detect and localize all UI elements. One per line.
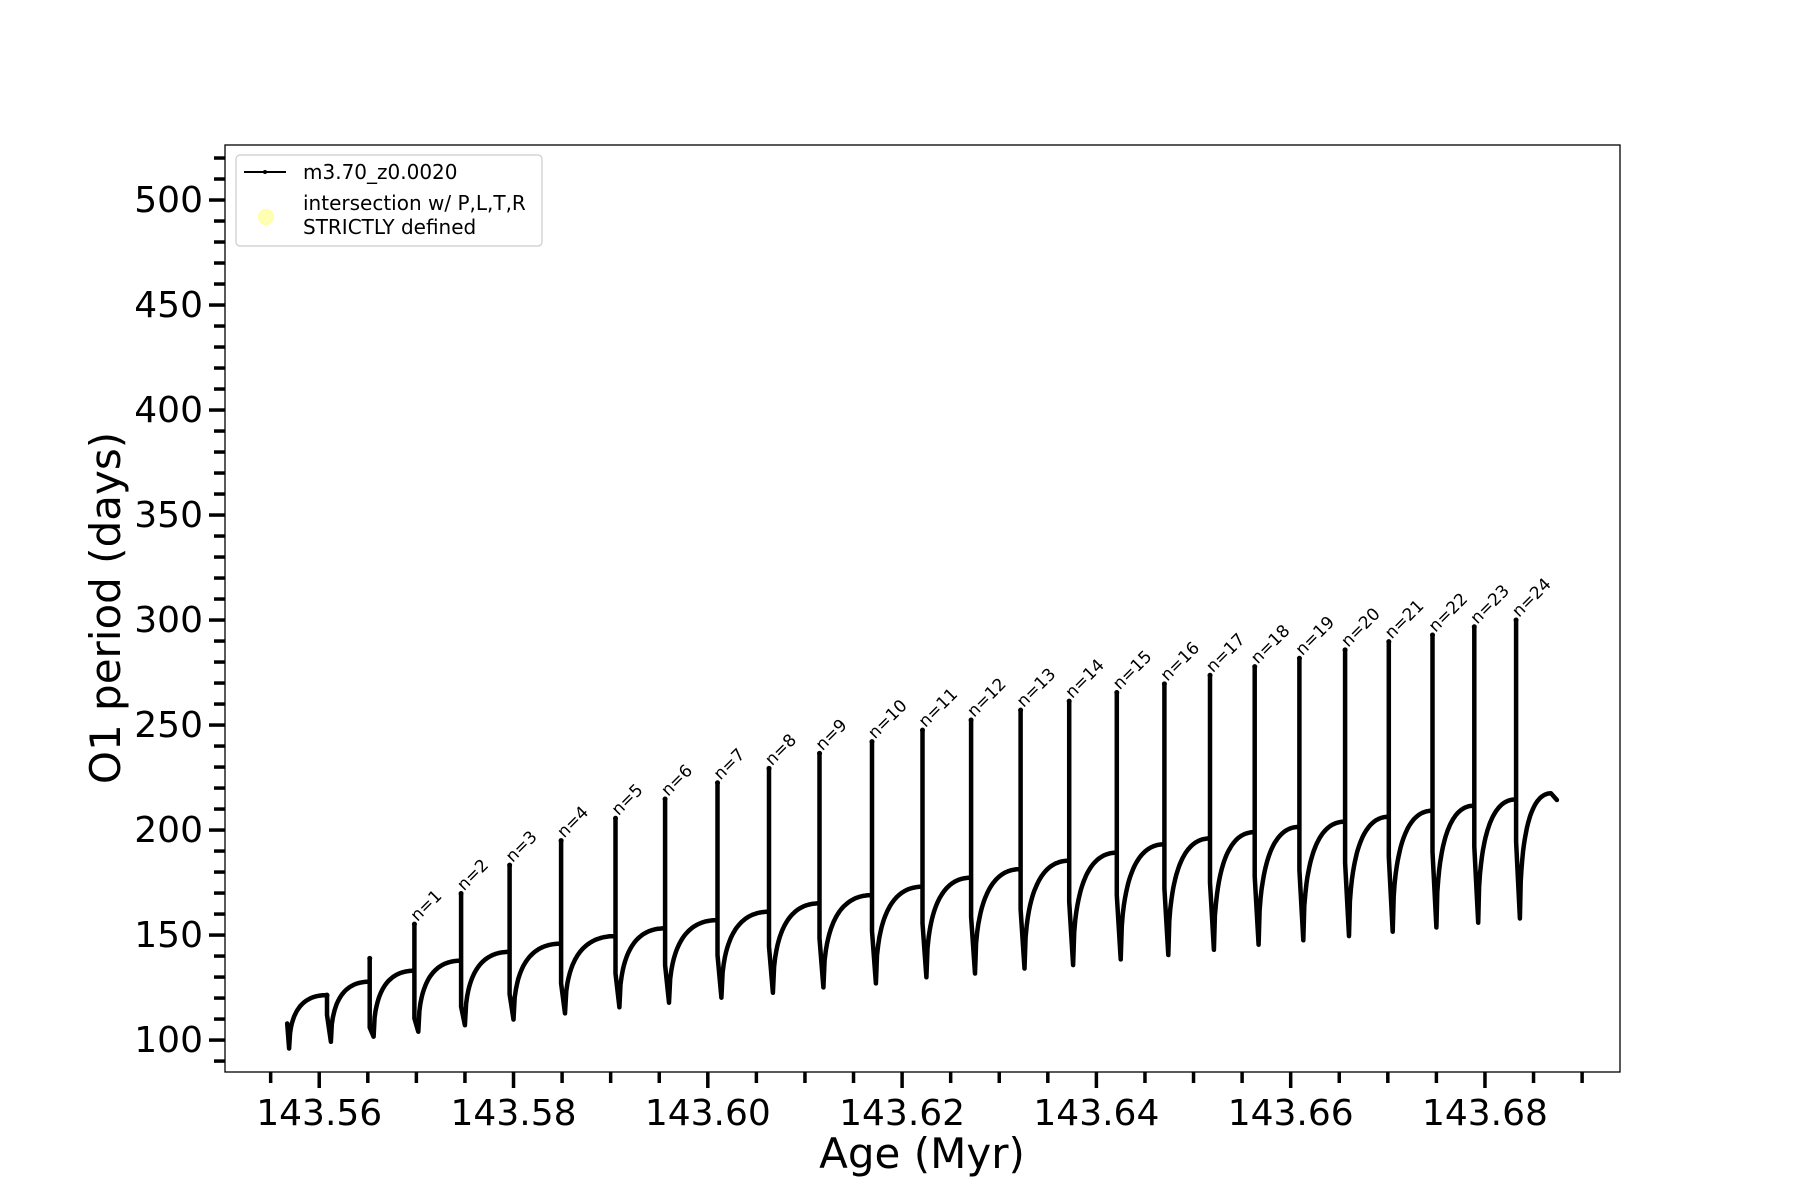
x-tick-label: 143.66 — [1228, 1093, 1354, 1134]
y-tick-label: 500 — [134, 180, 203, 221]
legend-label-intersection-line2: STRICTLY defined — [303, 215, 476, 239]
y-axis-label: O1 period (days) — [81, 432, 130, 784]
x-axis-ticks: 143.56 143.58 143.60 143.62 143.64 143.66 143.… — [256, 1072, 1584, 1134]
pulse-peak-point — [1161, 681, 1167, 687]
y-tick-label: 100 — [134, 1020, 203, 1061]
pulse-peak-point — [1207, 672, 1213, 678]
plot-frame — [224, 144, 1621, 1073]
pulse-peak-point — [558, 838, 564, 844]
pulse-peak-point — [1471, 624, 1477, 630]
pulse-peak-point — [1342, 647, 1348, 653]
pulse-peak-point — [1296, 655, 1302, 661]
pulse-peak-point — [968, 717, 974, 723]
y-tick-label: 400 — [134, 390, 203, 431]
x-tick-label: 143.68 — [1422, 1093, 1548, 1134]
legend-label-model: m3.70_z0.0020 — [303, 160, 458, 184]
y-tick-label: 300 — [134, 600, 203, 641]
pulse-peak-point — [1513, 617, 1519, 623]
pulse-peak-point — [766, 765, 772, 771]
pulse-peak-point — [1114, 690, 1120, 696]
legend: m3.70_z0.0020 intersection w/ P,L,T,R ST… — [235, 154, 543, 247]
x-tick-label: 143.62 — [839, 1093, 965, 1134]
pulse-peak-point — [324, 992, 330, 998]
pulse-peak-point — [458, 890, 464, 896]
pulse-peak-point — [411, 921, 417, 927]
legend-circle-marker — [258, 209, 274, 225]
pulse-peak-point — [507, 862, 513, 868]
pulse-peak-point — [367, 955, 373, 961]
pulse-peak-point — [920, 727, 925, 733]
x-tick-label: 143.58 — [451, 1093, 577, 1134]
pulse-peak-point — [817, 750, 823, 756]
pulse-peak-point — [1430, 632, 1436, 638]
pulse-peak-point — [662, 796, 668, 802]
pulse-peak-point — [1386, 639, 1392, 645]
series-line-0 — [284, 617, 1560, 1051]
y-tick-label: 450 — [134, 285, 203, 326]
x-tick-label: 143.64 — [1033, 1093, 1159, 1134]
pulse-peak-point — [613, 815, 619, 821]
legend-box — [235, 154, 543, 247]
y-tick-label: 250 — [134, 705, 203, 746]
y-tick-label: 200 — [134, 810, 203, 851]
legend-label-intersection-line1: intersection w/ P,L,T,R — [303, 191, 526, 215]
pulse-peak-point — [1018, 707, 1024, 713]
data-layer — [284, 617, 1560, 1051]
pulse-peak-point — [1066, 698, 1072, 704]
pulse-peak-point — [869, 739, 875, 745]
pulse-peak-point — [715, 780, 721, 786]
pulse-peak-point — [1252, 664, 1258, 670]
x-tick-label: 143.60 — [645, 1093, 771, 1134]
x-tick-label: 143.56 — [256, 1093, 382, 1134]
x-axis-label: Age (Myr) — [819, 1129, 1025, 1178]
legend-dot-marker — [263, 170, 267, 174]
y-tick-label: 350 — [134, 495, 203, 536]
y-tick-label: 150 — [134, 915, 203, 956]
y-axis-ticks: 100 150 200 250 300 350 400 450 500 — [134, 156, 225, 1063]
